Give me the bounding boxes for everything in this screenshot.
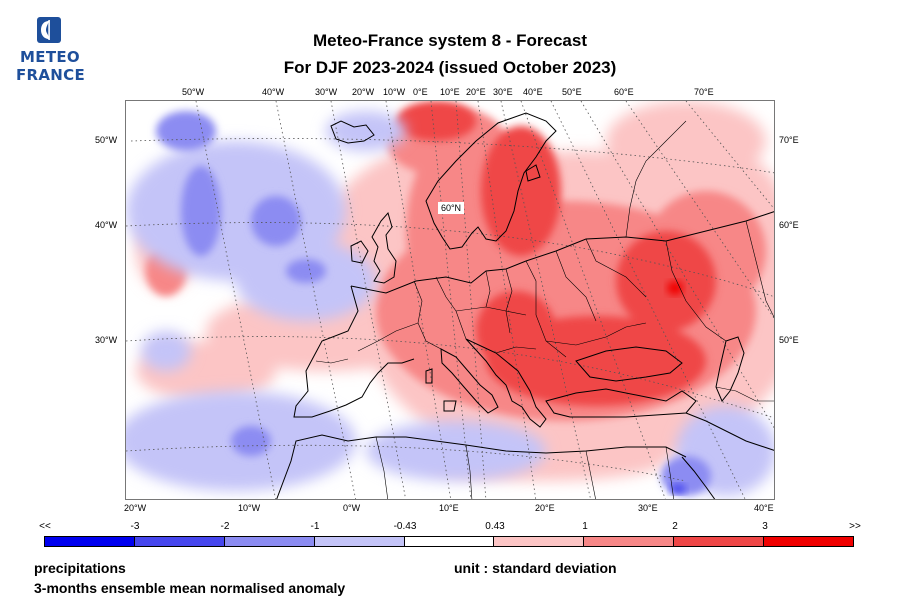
top-lon-label: 30°W: [315, 87, 338, 97]
colorbar-label: 2: [672, 521, 678, 532]
inner-lat-label-bg: [438, 202, 464, 214]
colorbar-label: >>: [849, 521, 861, 532]
colorbar-segment: [494, 537, 585, 546]
anomaly-map-svg: 60°N: [126, 101, 774, 499]
top-lon-label: 10°W: [383, 87, 406, 97]
inner-lat-label: 60°N: [441, 203, 461, 213]
right-lat-label: 70°E: [779, 135, 799, 145]
colorbar-segment: [45, 537, 135, 546]
colorbar-segment: [764, 537, 854, 546]
colorbar-label: 3: [762, 521, 768, 532]
colorbar-label: 0.43: [485, 521, 505, 532]
page-title: Meteo-France system 8 - Forecast: [313, 31, 587, 50]
colorbar-segment: [584, 537, 675, 546]
meteo-france-logo: METEO FRANCE: [16, 16, 86, 86]
top-lon-label: 50°E: [562, 87, 582, 97]
graticule: [126, 101, 774, 499]
bottom-lon-label: 20°E: [535, 503, 555, 513]
colorbar-segment: [404, 537, 495, 546]
variable-description: 3-months ensemble mean normalised anomal…: [34, 580, 346, 596]
right-lat-label: 50°E: [779, 335, 799, 345]
colorbar-segment: [134, 537, 225, 546]
anomaly-level-light-blue: [126, 111, 774, 496]
top-lon-label: 40°E: [523, 87, 543, 97]
right-lat-label: 60°E: [779, 220, 799, 230]
top-lon-label: 0°E: [413, 87, 428, 97]
top-lon-label: 20°E: [466, 87, 486, 97]
meteo-france-logo-icon: [37, 17, 61, 43]
top-lon-label: 70°E: [694, 87, 714, 97]
anomaly-level-dark-blue: [670, 484, 686, 494]
anomaly-level-deep-red: [667, 281, 683, 295]
left-lat-label: 50°W: [95, 135, 118, 145]
bottom-lon-label: 30°E: [638, 503, 658, 513]
page-subtitle: For DJF 2023-2024 (issued October 2023): [283, 58, 617, 77]
anomaly-level-medium-blue: [156, 111, 711, 496]
bottom-lon-label: 20°W: [124, 503, 147, 513]
logo-text-france: FRANCE: [16, 66, 86, 84]
country-borders: [315, 120, 774, 499]
bottom-lon-label: 10°W: [238, 503, 261, 513]
colorbar-segment: [224, 537, 315, 546]
top-lon-label: 40°W: [262, 87, 285, 97]
left-lat-label: 40°W: [95, 220, 118, 230]
colorbar-label: -2: [220, 521, 230, 532]
top-lon-label: 50°W: [182, 87, 205, 97]
bottom-lon-label: 40°E: [754, 503, 774, 513]
anomaly-level-dark-red: [396, 101, 716, 406]
unit-label: unit : standard deviation: [454, 560, 617, 576]
top-lon-label: 30°E: [493, 87, 513, 97]
colorbar-label: -1: [310, 521, 320, 532]
left-lat-label: 30°W: [95, 335, 118, 345]
colorbar-label: <<: [39, 521, 51, 532]
anomaly-map: 60°N: [125, 100, 775, 500]
colorbar: [44, 536, 854, 547]
colorbar-label: 1: [582, 521, 588, 532]
top-lon-label: 60°E: [614, 87, 634, 97]
top-lon-label: 10°E: [440, 87, 460, 97]
colorbar-segment: [674, 537, 765, 546]
coastlines: [276, 112, 774, 499]
colorbar-label: -0.43: [393, 521, 417, 532]
colorbar-segment: [314, 537, 405, 546]
bottom-lon-label: 10°E: [439, 503, 459, 513]
top-lon-label: 20°W: [352, 87, 375, 97]
logo-text-meteo: METEO: [20, 48, 80, 66]
variable-name: precipitations: [34, 560, 126, 576]
colorbar-label: -3: [130, 521, 140, 532]
bottom-lon-label: 0°W: [343, 503, 361, 513]
